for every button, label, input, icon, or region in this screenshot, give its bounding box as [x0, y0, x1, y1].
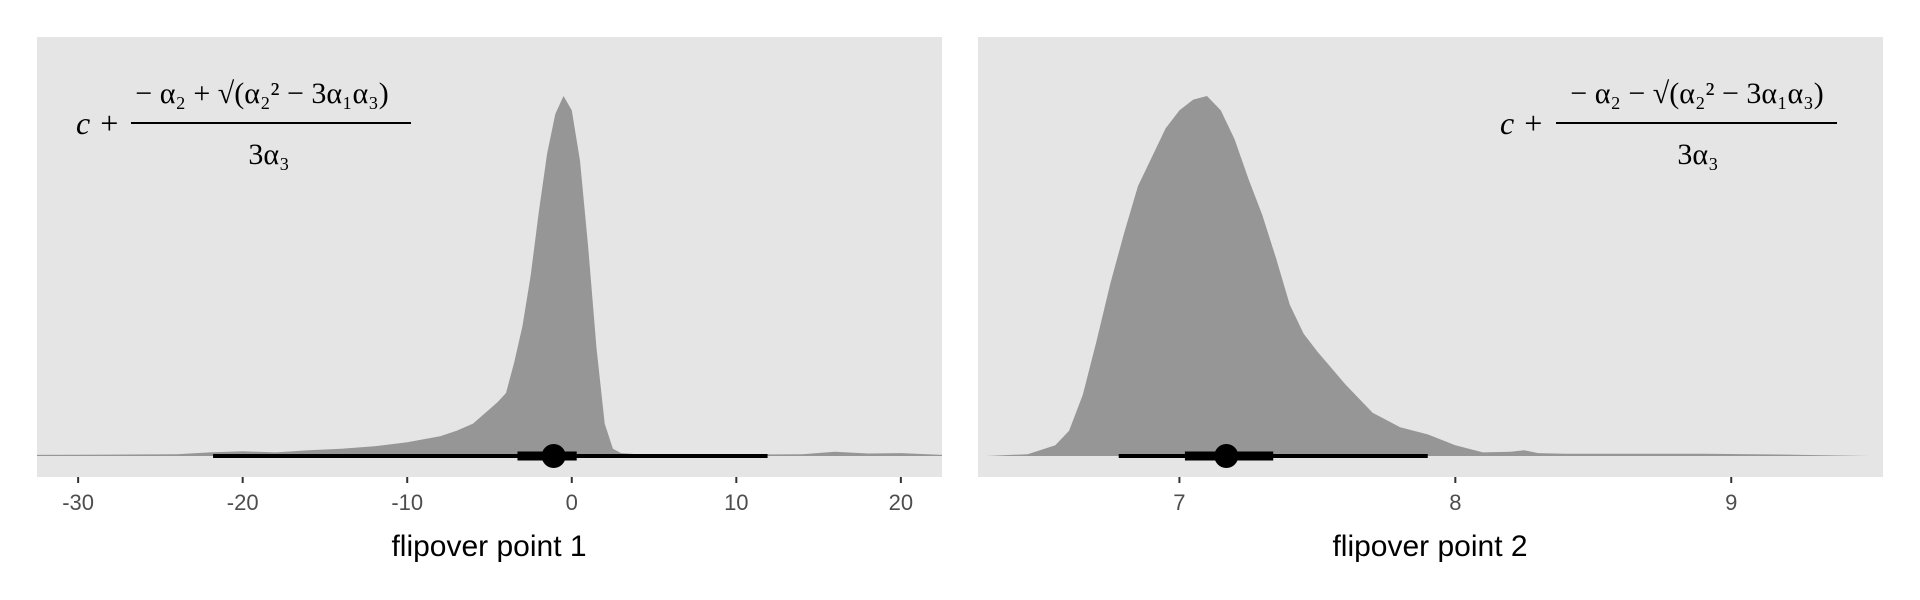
x-tick-label: 20: [889, 490, 913, 515]
x-tick-label: 7: [1173, 490, 1185, 515]
x-tick-label: 0: [566, 490, 578, 515]
x-tick-label: 9: [1725, 490, 1737, 515]
x-tick-label: -30: [62, 490, 94, 515]
formula-annotation-1: c + − α₂ + √(α₂² − 3α₁α₃) 3α₃: [76, 77, 411, 171]
formula-denominator-2: 3α₃: [1677, 138, 1718, 171]
panel-flipover-point-1: -30 -20 -10 0 10 20 flipover point 1 c + − α₂…: [37, 37, 942, 563]
x-axis-ticks-2: 7 8 9: [1173, 477, 1737, 515]
x-tick-label: -10: [391, 490, 423, 515]
x-tick-label: 10: [724, 490, 748, 515]
density-area-2: [986, 96, 1870, 456]
formula-denominator-1: 3α₃: [248, 138, 289, 171]
x-axis-ticks-1: -30 -20 -10 0 10 20: [62, 477, 913, 515]
formula-annotation-2: c + − α₂ − √(α₂² − 3α₁α₃) 3α₃: [1500, 77, 1837, 171]
formula-prefix-1: c +: [76, 105, 120, 141]
x-axis-title-2: flipover point 2: [1332, 530, 1527, 563]
median-point-2: [1214, 444, 1239, 468]
x-tick-label: -20: [227, 490, 259, 515]
median-point-1: [541, 444, 566, 468]
formula-numerator-2: − α₂ − √(α₂² − 3α₁α₃): [1570, 77, 1823, 110]
panel-background-1: [37, 37, 942, 477]
x-tick-label: 8: [1449, 490, 1461, 515]
formula-numerator-1: − α₂ + √(α₂² − 3α₁α₃): [135, 77, 388, 110]
formula-prefix-2: c +: [1500, 105, 1544, 141]
x-axis-title-1: flipover point 1: [391, 530, 586, 563]
panel-flipover-point-2: 7 8 9 flipover point 2 c + − α₂ − √(α₂² − …: [978, 37, 1883, 563]
